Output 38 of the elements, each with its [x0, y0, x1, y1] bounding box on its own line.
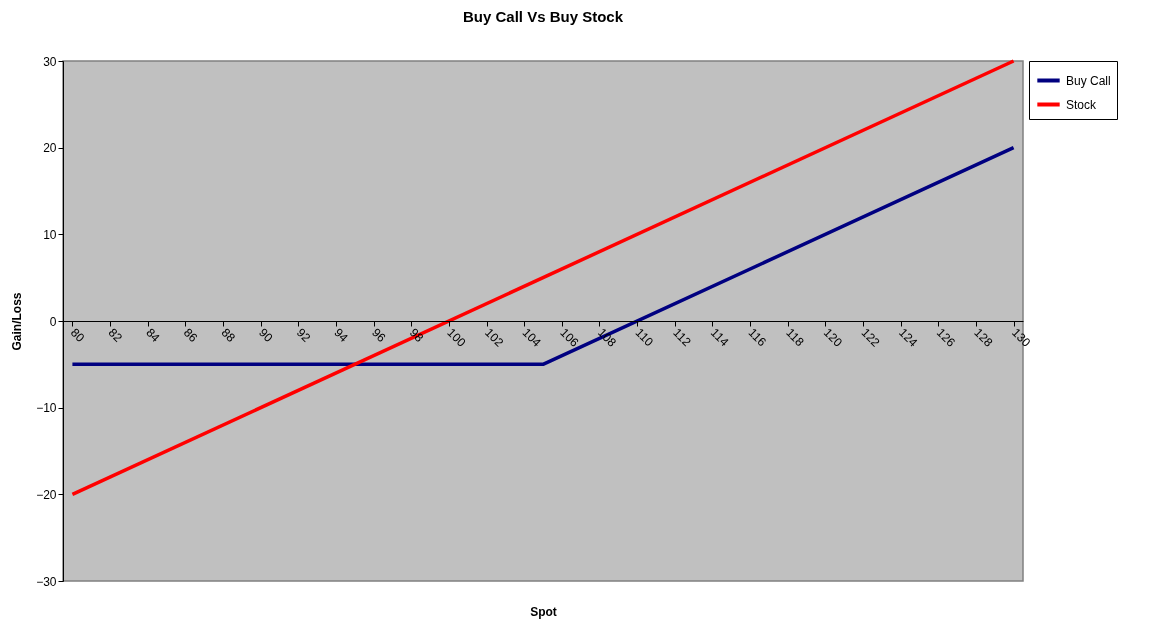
legend-label: Buy Call: [1066, 73, 1111, 88]
y-tick-label: 20: [43, 141, 57, 156]
x-tick-label: 102: [482, 325, 507, 350]
y-axis-title: Gain/Loss: [10, 292, 25, 351]
legend-label: Stock: [1066, 97, 1098, 112]
x-tick-label: 104: [519, 325, 545, 350]
x-tick-label: 106: [557, 325, 582, 350]
x-tick-label: 114: [707, 325, 732, 350]
x-tick-label: 84: [143, 325, 163, 346]
x-tick-label: 86: [180, 325, 201, 346]
x-tick-label: 110: [632, 325, 657, 350]
y-tick-label: 30: [43, 54, 57, 69]
x-tick-label: 130: [1009, 325, 1034, 350]
y-tick-label: −30: [36, 574, 57, 589]
x-tick-label: 124: [896, 325, 921, 350]
x-tick-label: 128: [971, 325, 996, 350]
x-tick-label: 82: [105, 325, 126, 346]
x-tick-label: 120: [820, 325, 846, 350]
x-tick-label: 94: [331, 325, 352, 346]
x-tick-label: 118: [783, 325, 807, 350]
x-tick-label: 96: [369, 325, 389, 346]
x-tick-label: 80: [67, 325, 88, 346]
x-tick-label: 112: [670, 325, 694, 350]
x-tick-label: 116: [745, 325, 770, 350]
x-tick-label: 98: [406, 325, 427, 346]
x-tick-label: 90: [256, 325, 276, 346]
x-tick-label: 122: [858, 325, 883, 350]
x-axis-title: Spot: [530, 604, 557, 619]
x-tick-label: 92: [293, 325, 314, 346]
y-tick-label: −20: [36, 487, 57, 502]
x-tick-label: 100: [444, 325, 469, 350]
y-tick-label: 0: [49, 314, 57, 329]
x-tick-label: 108: [595, 325, 620, 350]
y-tick-label: −10: [36, 401, 57, 416]
x-tick-label: 88: [218, 325, 239, 346]
y-tick-label: 10: [43, 227, 57, 242]
chart-title: Buy Call Vs Buy Stock: [462, 8, 624, 25]
x-tick-label: 126: [933, 325, 959, 350]
